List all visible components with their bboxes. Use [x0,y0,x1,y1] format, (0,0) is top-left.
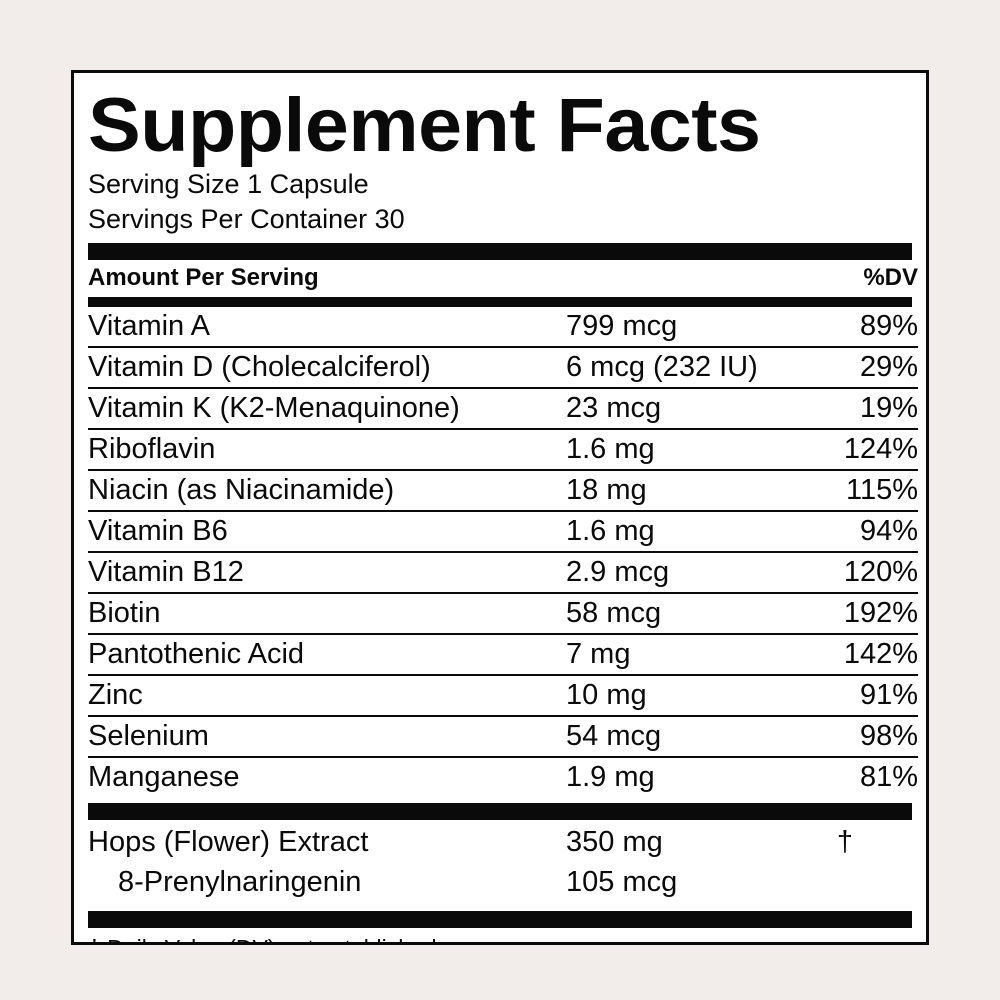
nutrient-daily-value: 142% [843,638,918,670]
table-row: Zinc 10 mg 91% [88,676,918,715]
table-row: Vitamin B6 1.6 mg 94% [88,512,918,551]
serving-size-text: Serving Size 1 Capsule [88,169,369,199]
table-row: Niacin (as Niacinamide) 18 mg 115% [88,471,918,510]
nutrient-table: Amount Per Serving %DV [88,260,918,297]
botanical-name: Hops (Flower) Extract [88,826,369,858]
nutrient-amount: 1.6 mg [566,515,655,547]
nutrient-name: Vitamin A [88,310,210,342]
table-row: Manganese 1.9 mg 81% [88,758,918,797]
botanical-amount: 350 mg [566,826,663,858]
table-row: Biotin 58 mcg 192% [88,594,918,633]
table-row: Selenium 54 mcg 98% [88,717,918,756]
divider-thick-top [88,243,912,260]
divider-thick-botanicals [88,803,912,820]
nutrient-rows-table: Vitamin A 799 mcg 89% Vitamin D (Cholecalci… [88,307,918,797]
nutrient-daily-value: 192% [843,597,918,629]
page-title: Supplement Facts [88,83,761,168]
row-separator-line [88,510,918,512]
nutrient-daily-value: 120% [843,556,918,588]
nutrient-daily-value: 94% [859,515,918,547]
table-row: Vitamin A 799 mcg 89% [88,307,918,346]
nutrient-amount: 54 mcg [566,720,662,752]
nutrient-daily-value: 124% [843,433,918,465]
nutrient-table-body: Amount Per Serving %DV [88,260,918,297]
table-row: Vitamin K (K2-Menaquinone) 23 mcg 19% [88,389,918,428]
botanical-row: Hops (Flower) Extract 350 mg † [88,820,918,862]
row-separator [88,715,918,717]
row-separator [88,387,918,389]
row-separator [88,469,918,471]
botanical-rows-body: Hops (Flower) Extract 350 mg † 8-Prenylnari… [88,820,918,905]
row-separator [88,551,918,553]
row-separator-line [88,756,918,758]
nutrient-name: Vitamin K (K2-Menaquinone) [88,392,460,424]
nutrient-name: Biotin [88,597,161,629]
sub-ingredient-row: 8-Prenylnaringenin 105 mcg [88,862,918,905]
nutrient-name: Selenium [88,720,209,752]
divider-thick-footnote [88,911,912,928]
nutrient-name: Zinc [88,679,143,711]
botanical-name: 8-Prenylnaringenin [118,866,362,898]
nutrient-amount: 18 mg [566,474,647,506]
row-separator-line [88,346,918,348]
nutrient-name: Vitamin B12 [88,556,244,588]
nutrient-amount: 799 mcg [566,310,678,342]
nutrient-name: Pantothenic Acid [88,638,305,670]
nutrient-name: Niacin (as Niacinamide) [88,474,395,506]
table-row: Riboflavin 1.6 mg 124% [88,430,918,469]
nutrient-rows-body: Vitamin A 799 mcg 89% Vitamin D (Cholecalci… [88,307,918,797]
botanical-daily-value [816,862,918,905]
row-separator [88,346,918,348]
nutrient-daily-value: 29% [859,351,918,383]
row-separator-line [88,633,918,635]
nutrient-name: Riboflavin [88,433,216,465]
nutrient-name: Manganese [88,761,240,793]
spacer-cell [566,260,816,297]
row-separator [88,592,918,594]
dv-header: %DV [863,264,918,291]
row-separator [88,428,918,430]
botanical-table: Hops (Flower) Extract 350 mg † 8-Prenylnari… [88,820,918,905]
nutrient-amount: 7 mg [566,638,631,670]
nutrient-daily-value: 115% [845,474,918,506]
nutrient-daily-value: 81% [859,761,918,793]
nutrient-amount: 1.6 mg [566,433,655,465]
nutrient-daily-value: 98% [859,720,918,752]
row-separator-line [88,674,918,676]
table-row: Vitamin B12 2.9 mcg 120% [88,553,918,592]
row-separator [88,510,918,512]
row-separator [88,674,918,676]
table-row: Vitamin D (Cholecalciferol) 6 mcg (232 IU… [88,348,918,387]
nutrient-amount: 58 mcg [566,597,662,629]
table-row: Pantothenic Acid 7 mg 142% [88,635,918,674]
row-separator-line [88,469,918,471]
nutrient-name: Vitamin D (Cholecalciferol) [88,351,431,383]
table-header-row: Amount Per Serving %DV [88,260,918,297]
botanical-amount: 105 mcg [566,866,678,898]
amount-per-serving-header: Amount Per Serving [88,264,319,291]
servings-per-container-text: Servings Per Container 30 [88,204,405,234]
nutrient-name: Vitamin B6 [88,515,228,547]
nutrient-amount: 6 mcg (232 IU) [566,351,758,383]
nutrient-daily-value: 91% [859,679,918,711]
row-separator-line [88,387,918,389]
botanical-daily-value: † [836,826,854,858]
nutrient-amount: 1.9 mg [566,761,655,793]
row-separator [88,633,918,635]
nutrient-amount: 23 mcg [566,392,662,424]
supplement-facts-panel: Supplement Facts Serving Size 1 Capsule … [71,70,929,945]
row-separator-line [88,592,918,594]
nutrient-amount: 2.9 mcg [566,556,670,588]
nutrient-daily-value: 89% [859,310,918,342]
row-separator-line [88,551,918,553]
supplement-facts-content: Supplement Facts Serving Size 1 Capsule … [88,81,918,942]
row-separator [88,756,918,758]
footnote-text: † Daily Value (DV) not established [88,928,912,942]
divider-medium-under-header [88,297,912,307]
row-separator-line [88,715,918,717]
row-separator-line [88,428,918,430]
nutrient-daily-value: 19% [859,392,918,424]
nutrient-amount: 10 mg [566,679,647,711]
